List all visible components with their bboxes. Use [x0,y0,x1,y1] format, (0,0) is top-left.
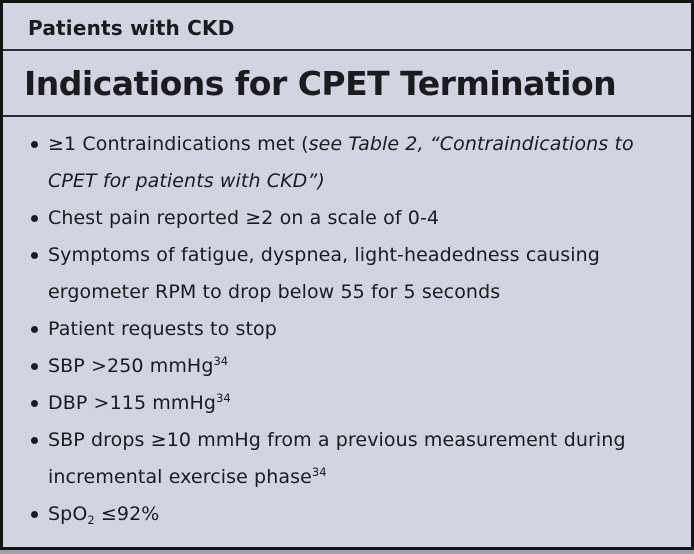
text-segment: ≥1 Contraindications met ( [48,133,309,155]
list-section: ≥1 Contraindications met (see Table 2, “… [3,117,691,533]
text-segment: ≤92% [94,503,160,525]
bullet-icon [31,252,38,259]
termination-list: ≥1 Contraindications met (see Table 2, “… [3,126,681,533]
list-item-text: Chest pain reported ≥2 on a scale of 0-4 [48,207,439,229]
text-segment: Patient requests to stop [48,318,277,340]
list-item-text: Symptoms of fatigue, dyspnea, light-head… [48,244,600,303]
text-segment: Chest pain reported ≥2 on a scale of 0-4 [48,207,440,229]
list-item: ≥1 Contraindications met (see Table 2, “… [3,126,681,200]
bullet-icon [31,511,38,518]
bullet-icon [31,400,38,407]
bullet-icon [31,363,38,370]
superscript-citation: 34 [213,354,229,368]
list-item: Chest pain reported ≥2 on a scale of 0-4 [3,200,681,237]
list-item: SpO2 ≤92% [3,496,681,533]
list-item-text: SBP drops ≥10 mmHg from a previous measu… [48,429,626,488]
list-item-text: ≥1 Contraindications met (see Table 2, “… [48,133,634,192]
bullet-icon [31,141,38,148]
bullet-icon [31,437,38,444]
bullet-icon [31,326,38,333]
superscript-citation: 34 [311,465,327,479]
text-segment: DBP >115 mmHg [48,392,217,414]
superscript-citation: 34 [216,391,231,405]
list-item-text: Patient requests to stop [48,318,277,340]
text-segment: SpO [48,503,88,525]
text-segment: SBP drops ≥10 mmHg from a previous measu… [48,429,626,488]
list-item: SBP >250 mmHg34 [3,348,681,385]
list-item: DBP >115 mmHg34 [3,385,681,422]
subscript-text: 2 [87,513,95,527]
table-title: Indications for CPET Termination [3,51,691,117]
bullet-icon [31,215,38,222]
italic-reference-text: see Table 2, “Contraindications to CPET … [48,133,634,192]
list-item: Patient requests to stop [3,311,681,348]
list-item-text: SpO2 ≤92% [48,503,160,527]
list-item: Symptoms of fatigue, dyspnea, light-head… [3,237,681,311]
table-context-header: Patients with CKD [3,3,691,51]
text-segment: Symptoms of fatigue, dyspnea, light-head… [48,244,600,303]
list-item-text: SBP >250 mmHg34 [48,355,228,377]
list-item: SBP drops ≥10 mmHg from a previous measu… [3,422,681,496]
text-segment: SBP >250 mmHg [48,355,214,377]
list-item-text: DBP >115 mmHg34 [48,392,231,414]
